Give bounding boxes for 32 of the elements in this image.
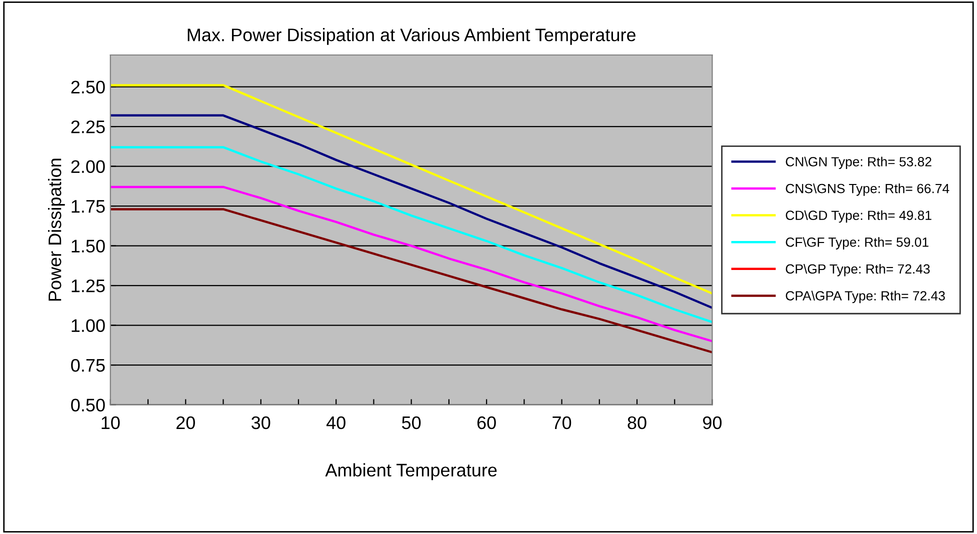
x-tick-label: 40 — [326, 416, 346, 430]
y-tick-label: 0.50 — [71, 398, 105, 412]
legend-label: CN\GN Type: Rth= 53.82 — [786, 156, 932, 170]
y-axis-title: Power Dissipation — [48, 158, 65, 301]
y-tick-label: 0.75 — [71, 358, 105, 372]
legend-label: CPA\GPA Type: Rth= 72.43 — [786, 290, 945, 304]
x-tick-label: 70 — [552, 416, 572, 430]
x-tick-label: 60 — [477, 416, 496, 430]
line-series — [110, 146, 712, 324]
legend-label: CF\GF Type: Rth= 59.01 — [786, 237, 928, 250]
x-tick-label: 10 — [102, 416, 120, 430]
legend-label: CD\GD Type: Rth= 49.81 — [786, 210, 932, 223]
y-tick-label: 1.00 — [72, 319, 105, 332]
x-tick-label: 50 — [402, 416, 421, 430]
x-tick-label: 90 — [703, 416, 722, 430]
chart-title: Max. Power Dissipation at Various Ambient Temperature — [188, 28, 636, 45]
x-tick-label: 20 — [176, 416, 195, 430]
y-tick-label: 2.00 — [71, 160, 105, 174]
line-series — [110, 186, 712, 342]
line-series — [110, 84, 712, 295]
y-tick-label: 2.25 — [71, 120, 105, 134]
y-tick-label: 1.25 — [72, 279, 105, 292]
legend-label: CNS\GNS Type: Rth= 66.74 — [786, 184, 950, 196]
x-tick-label: 80 — [628, 416, 646, 430]
y-tick-label: 1.50 — [72, 240, 105, 253]
x-axis-title: Ambient Temperature — [325, 463, 497, 480]
line-series — [110, 208, 712, 354]
y-tick-label: 1.75 — [72, 200, 105, 213]
x-tick-label: 30 — [252, 416, 270, 430]
legend-label: CP\GP Type: Rth= 72.43 — [786, 264, 930, 276]
y-tick-label: 2.50 — [71, 80, 105, 94]
line-series — [110, 114, 712, 309]
